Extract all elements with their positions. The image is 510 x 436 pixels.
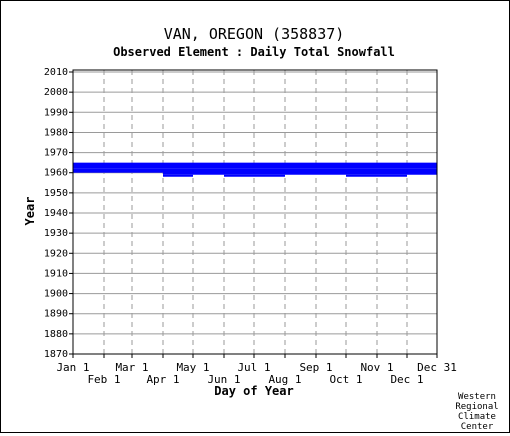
- y-axis-label: Year: [23, 197, 37, 226]
- chart-title: VAN, OREGON (358837): [164, 25, 345, 43]
- credit-line: Western: [458, 392, 496, 402]
- x-tick-label: Dec 31: [417, 361, 457, 374]
- coverage-block: [163, 168, 437, 175]
- coverage-block: [163, 174, 193, 177]
- data-coverage: [73, 162, 437, 177]
- plot-area: [73, 70, 437, 354]
- coverage-block: [73, 168, 163, 173]
- y-tick-label: 1870: [44, 349, 68, 360]
- x-tick-label: Mar 1: [115, 361, 148, 374]
- credit-block: Western Regional Climate Center: [455, 392, 498, 432]
- x-tick-label: Feb 1: [87, 373, 120, 386]
- y-tick-label: 1980: [44, 127, 68, 138]
- y-tick-label: 1910: [44, 268, 68, 279]
- y-axis-ticks: 1870 1880 1890 1900 1910 1920 1930 1940 1950 1960…: [44, 67, 73, 360]
- y-tick-label: 1970: [44, 148, 68, 159]
- y-tick-label: 1880: [44, 329, 68, 340]
- x-tick-label: Nov 1: [360, 361, 393, 374]
- credit-line: Regional: [455, 402, 498, 412]
- y-tick-label: 1990: [44, 107, 68, 118]
- x-tick-label: Oct 1: [329, 373, 362, 386]
- y-tick-label: 1960: [44, 168, 68, 179]
- x-tick-label: Sep 1: [299, 361, 332, 374]
- coverage-block: [73, 162, 437, 169]
- x-tick-label: Jan 1: [56, 361, 89, 374]
- x-tick-label: May 1: [176, 361, 209, 374]
- y-tick-label: 1920: [44, 248, 68, 259]
- y-tick-label: 1940: [44, 208, 68, 219]
- y-tick-label: 2010: [44, 67, 68, 78]
- chart-subtitle: Observed Element : Daily Total Snowfall: [113, 45, 395, 59]
- coverage-block: [346, 174, 407, 177]
- x-tick-label: Jun 1: [207, 373, 240, 386]
- x-tick-label: Apr 1: [146, 373, 179, 386]
- y-tick-label: 1890: [44, 309, 68, 320]
- coverage-block: [224, 174, 285, 177]
- y-tick-label: 1950: [44, 188, 68, 199]
- plot-border: [72, 69, 438, 355]
- credit-line: Climate: [458, 412, 496, 422]
- y-tick-label: 1900: [44, 289, 68, 300]
- y-tick-label: 2000: [44, 87, 68, 98]
- x-axis-ticks: Jan 1 Mar 1 May 1 Jul 1 Sep 1 Nov 1 Dec 31 Feb …: [56, 354, 457, 386]
- y-tick-label: 1930: [44, 228, 68, 239]
- x-tick-label: Jul 1: [237, 361, 270, 374]
- x-tick-label: Dec 1: [390, 373, 423, 386]
- x-tick-label: Aug 1: [268, 373, 301, 386]
- x-axis-label: Day of Year: [214, 384, 293, 398]
- credit-line: Center: [461, 422, 494, 432]
